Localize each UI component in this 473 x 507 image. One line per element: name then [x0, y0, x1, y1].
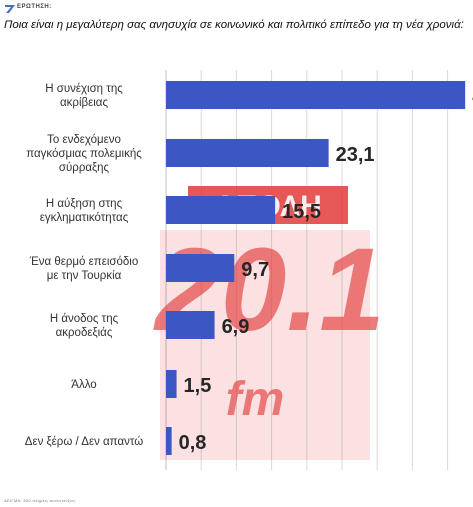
- category-label-line: ακρίβειας: [60, 97, 108, 109]
- bar: [166, 81, 466, 109]
- category-label-line: εγκληματικότητας: [40, 212, 129, 224]
- category-label-line: Η συνέχιση της: [45, 83, 123, 95]
- question-label: ΕΡΩΤΗΣΗ:: [17, 4, 52, 10]
- category-label-line: παγκόσμιας πολεμικής: [26, 148, 142, 160]
- category-label-line: Ένα θερμό επεισόδιο: [29, 256, 138, 268]
- category-label: Η άνοδος της ακροδεξιάς: [50, 313, 119, 339]
- category-label: Το ενδεχόμενο παγκόσμιας πολεμικής σύρραξη…: [26, 134, 142, 174]
- category-label: Δεν ξέρω / Δεν απαντώ: [25, 436, 143, 448]
- category-labels: Η συνέχιση της ακρίβειας Το ενδεχόμενο παγκ…: [25, 83, 143, 448]
- footnote: ΔΕΙΓΜΑ: 300 πλήρεις συνεντεύξεις: [4, 498, 76, 503]
- question-text: Ποια είναι η μεγαλύτερη σας ανησυχία σε …: [4, 19, 464, 31]
- category-label: Άλλο: [71, 379, 96, 391]
- bar: [166, 311, 215, 339]
- bars: [166, 81, 466, 455]
- logo-icon: [5, 5, 15, 13]
- category-label: Η αύξηση στης εγκληματικότητας: [40, 198, 129, 224]
- value-label: 6,9: [222, 316, 250, 338]
- category-label-line: με την Τουρκία: [47, 270, 122, 282]
- value-label: 15,5: [282, 201, 321, 223]
- category-label-line: Η αύξηση στης: [46, 198, 123, 210]
- value-label: 0,8: [179, 432, 207, 454]
- value-label: 23,1: [336, 144, 375, 166]
- value-label: 9,7: [241, 259, 269, 281]
- category-label-line: Το ενδεχόμενο: [47, 134, 121, 146]
- bar: [166, 139, 329, 167]
- bar: [166, 254, 235, 282]
- bar: [166, 370, 177, 398]
- category-label-line: Η άνοδος της: [50, 313, 119, 325]
- category-label-line: Άλλο: [71, 379, 96, 391]
- category-label-line: ακροδεξιάς: [56, 327, 113, 339]
- category-label-line: σύρραξης: [59, 162, 110, 174]
- chart-header: ΕΡΩΤΗΣΗ: Ποια είναι η μεγαλύτερη σας ανη…: [0, 0, 473, 70]
- category-label-line: Δεν ξέρω / Δεν απαντώ: [25, 436, 143, 448]
- bar: [166, 196, 276, 224]
- watermark-sub: fm: [226, 373, 285, 426]
- category-label: Η συνέχιση της ακρίβειας: [45, 83, 123, 109]
- bar: [166, 427, 172, 455]
- value-labels: 42,523,115,59,76,91,50,8: [179, 86, 473, 454]
- value-label: 1,5: [184, 375, 212, 397]
- category-label: Ένα θερμό επεισόδιο με την Τουρκία: [29, 256, 138, 282]
